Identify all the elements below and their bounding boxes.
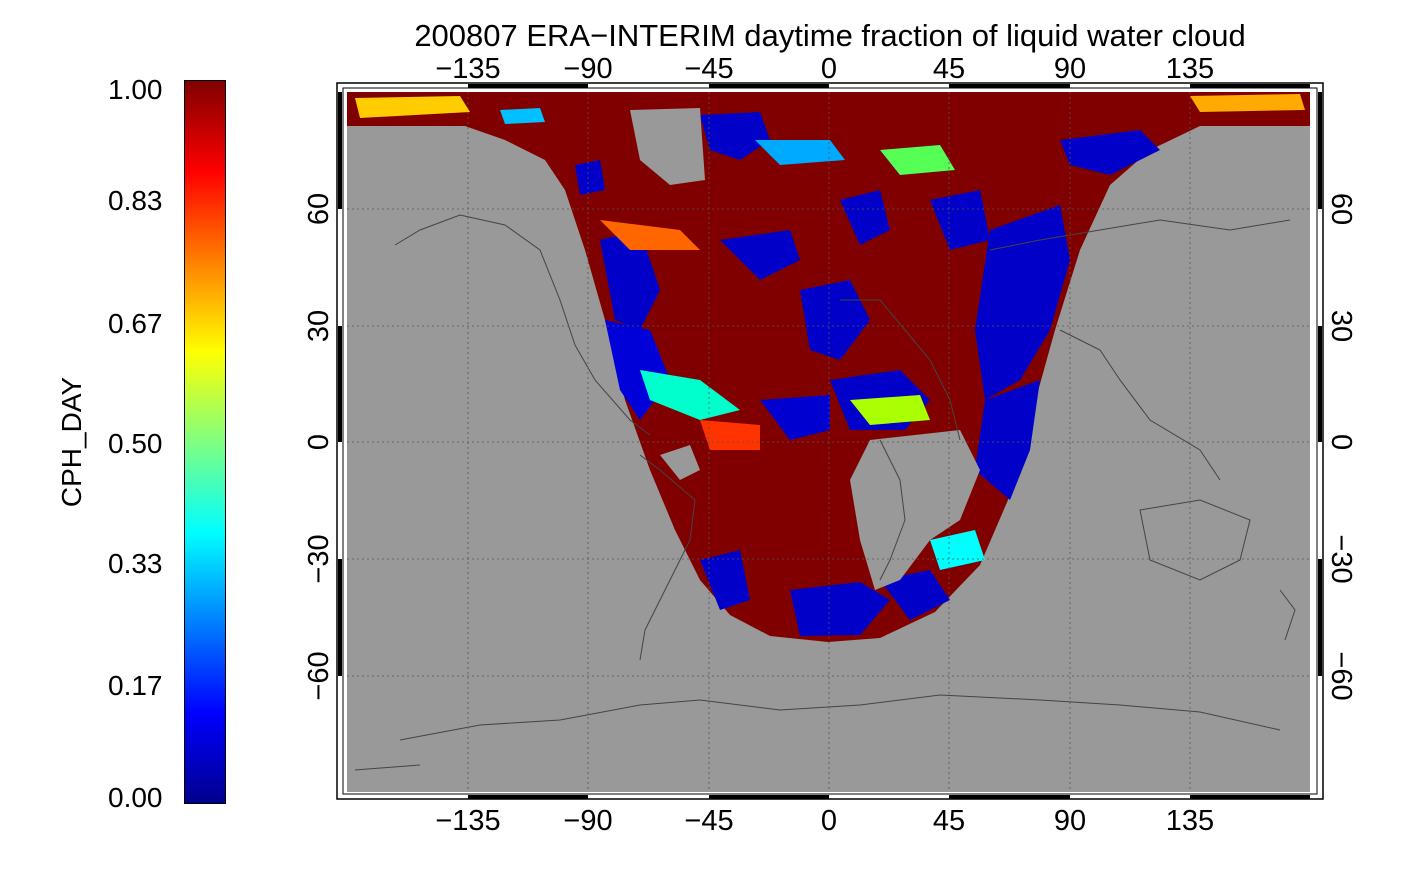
lon-tick-bottom: 135 <box>1166 805 1214 837</box>
lat-tick-right: 0 <box>1325 434 1357 450</box>
lon-ticks-top: −135 −90 −45 0 45 90 135 <box>435 53 1214 85</box>
colorbar <box>184 80 226 804</box>
gridlines <box>347 92 1310 792</box>
lon-tick-bottom: 45 <box>933 805 965 837</box>
lat-tick-left: 0 <box>303 434 335 450</box>
lon-tick-bottom: 0 <box>821 805 837 837</box>
map-inner-frame <box>342 87 1318 795</box>
lat-tick-left: 60 <box>303 193 335 225</box>
cloud-patches <box>355 94 1305 636</box>
lat-ticks-left: 60 30 0 −30 −60 <box>303 193 335 701</box>
colorbar-tick: 0.17 <box>108 670 163 701</box>
border-bars <box>338 84 1322 799</box>
lon-tick-bottom: −135 <box>435 805 500 837</box>
lon-ticks-bottom: −135 −90 −45 0 45 90 135 <box>435 805 1214 837</box>
colorbar-tick: 0.83 <box>108 185 163 216</box>
lon-tick-top: −90 <box>563 53 612 85</box>
daytime-data-region <box>347 92 1310 642</box>
no-data-patches <box>630 108 980 590</box>
lon-tick-bottom: 90 <box>1054 805 1086 837</box>
colorbar-tick: 1.00 <box>108 74 163 105</box>
lat-tick-right: −30 <box>1325 534 1357 583</box>
lon-tick-top: −45 <box>684 53 733 85</box>
lat-tick-left: −30 <box>303 534 335 583</box>
map-outer-frame <box>336 82 1324 800</box>
lon-tick-top: −135 <box>435 53 500 85</box>
lat-tick-right: 60 <box>1325 193 1357 225</box>
lat-ticks-right: 60 30 0 −30 −60 <box>1325 193 1357 701</box>
lon-tick-bottom: −45 <box>684 805 733 837</box>
colorbar-tick: 0.00 <box>108 782 163 813</box>
lon-tick-top: 45 <box>933 53 965 85</box>
coastlines <box>354 214 1296 771</box>
map-title: 200807 ERA−INTERIM daytime fraction of l… <box>414 18 1246 53</box>
colorbar-tick: 0.50 <box>108 428 163 459</box>
lat-tick-right: 30 <box>1325 310 1357 342</box>
lon-tick-top: 0 <box>821 53 837 85</box>
colorbar-tick: 0.33 <box>108 548 163 579</box>
colorbar-tick: 0.67 <box>108 308 163 339</box>
lat-tick-right: −60 <box>1325 651 1357 700</box>
lat-tick-left: 30 <box>303 310 335 342</box>
lon-tick-bottom: −90 <box>563 805 612 837</box>
lon-tick-top: 90 <box>1054 53 1086 85</box>
lat-tick-left: −60 <box>303 651 335 700</box>
lon-tick-top: 135 <box>1166 53 1214 85</box>
